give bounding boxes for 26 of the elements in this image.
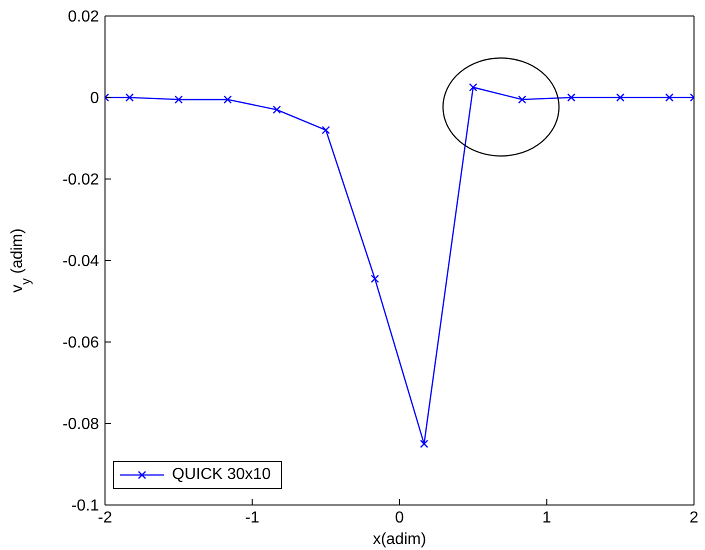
x-tick-label: 1 xyxy=(542,509,552,526)
point xyxy=(518,95,526,104)
y-tick-label: 0 xyxy=(90,90,100,108)
y-tick-label: -0.08 xyxy=(62,416,100,434)
y-tick-label: -0.04 xyxy=(62,253,100,270)
y-tick-label: 0.02 xyxy=(68,8,100,26)
y-tick-label: -0.06 xyxy=(62,334,100,352)
point xyxy=(174,95,183,104)
point xyxy=(370,274,380,283)
point xyxy=(468,83,478,92)
point xyxy=(420,440,428,448)
point xyxy=(125,93,134,102)
legend-label: QUICK 30x10 xyxy=(172,466,271,484)
x-tick-label: -1 xyxy=(245,509,260,526)
x-axis-title: x(adim) xyxy=(372,531,426,548)
x-tick-label: 2 xyxy=(690,509,699,526)
point xyxy=(616,93,625,102)
point xyxy=(665,93,674,102)
point xyxy=(224,95,232,104)
point xyxy=(567,93,576,102)
x-tick-label: 0 xyxy=(395,509,404,526)
point xyxy=(272,106,281,114)
x-tick-label: -2 xyxy=(98,509,112,526)
y-tick-label: -0.1 xyxy=(71,498,100,515)
y-tick-label: -0.02 xyxy=(62,172,100,189)
point xyxy=(322,126,330,134)
